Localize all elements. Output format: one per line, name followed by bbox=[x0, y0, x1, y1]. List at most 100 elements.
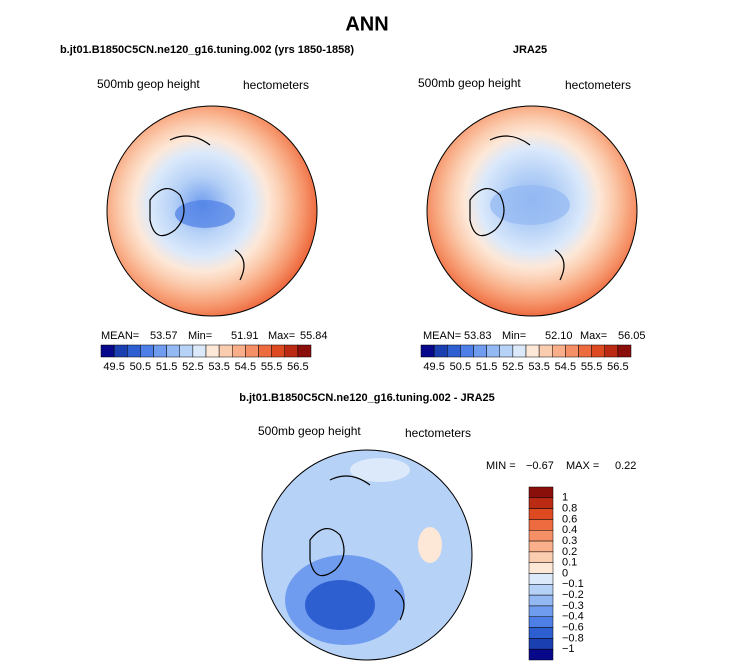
colorbar-swatch bbox=[258, 344, 272, 358]
colorbar-label: 51.5 bbox=[476, 361, 497, 373]
colorbar-label: 51.5 bbox=[156, 361, 177, 373]
colorbar-label: 56.5 bbox=[287, 361, 308, 373]
colorbar-swatch bbox=[528, 508, 554, 520]
colorbar-label: 52.5 bbox=[182, 361, 203, 373]
colorbar-swatch bbox=[528, 616, 554, 628]
colorbar-label: −0.6 bbox=[562, 621, 584, 633]
colorbar-label: −0.1 bbox=[562, 578, 584, 590]
colorbar-swatch bbox=[552, 344, 566, 358]
colorbar-swatch bbox=[297, 344, 312, 358]
colorbar-swatch bbox=[578, 344, 592, 358]
stat-value: −0.67 bbox=[526, 460, 554, 472]
stat-value: 51.91 bbox=[231, 330, 259, 342]
colorbar-swatch bbox=[284, 344, 299, 358]
colorbar-swatch bbox=[528, 573, 554, 585]
colorbar-swatch bbox=[591, 344, 605, 358]
colorbar-swatch bbox=[166, 344, 180, 358]
colorbar-label: 0.3 bbox=[562, 535, 577, 547]
colorbar-swatch bbox=[127, 344, 141, 358]
colorbar-swatch bbox=[271, 344, 285, 358]
coastline bbox=[309, 475, 405, 621]
field-label: 500mb geop height bbox=[418, 76, 521, 90]
stat-label: Max= bbox=[580, 330, 607, 342]
units-label: hectometers bbox=[405, 426, 471, 440]
colorbar-swatch bbox=[179, 344, 194, 358]
colorbar-swatch bbox=[499, 344, 514, 358]
colorbar-swatch bbox=[525, 344, 540, 358]
colorbar-swatch bbox=[604, 344, 619, 358]
stat-label: Min= bbox=[502, 330, 526, 342]
anomaly bbox=[305, 580, 375, 630]
colorbar-label: 49.5 bbox=[103, 361, 124, 373]
anomaly bbox=[350, 458, 410, 482]
colorbar-label: 53.5 bbox=[208, 361, 229, 373]
stat-value: 55.84 bbox=[300, 330, 328, 342]
stat-label: Max= bbox=[268, 330, 295, 342]
colorbar-label: 54.5 bbox=[555, 361, 576, 373]
colorbar-label: 49.5 bbox=[423, 361, 444, 373]
colorbar-label: 56.5 bbox=[607, 361, 628, 373]
colorbar-label: 0.8 bbox=[562, 503, 577, 515]
coastline bbox=[149, 135, 245, 281]
colorbar-swatch bbox=[232, 344, 246, 358]
colorbar-label: −1 bbox=[562, 643, 575, 655]
colorbar-swatch bbox=[100, 344, 115, 358]
panel-title: JRA25 bbox=[513, 44, 547, 56]
colorbar-label: 0 bbox=[562, 567, 568, 579]
field-label: 500mb geop height bbox=[97, 77, 200, 91]
colorbar-label: 53.5 bbox=[528, 361, 549, 373]
stat-label: MIN = bbox=[486, 460, 516, 472]
colorbar-swatch bbox=[528, 648, 554, 661]
colorbar-swatch bbox=[528, 530, 554, 542]
low-center bbox=[175, 200, 235, 228]
colorbar-swatch bbox=[512, 344, 527, 358]
colorbar-swatch bbox=[528, 627, 554, 639]
anomaly bbox=[418, 527, 442, 563]
stat-value: 53.83 bbox=[464, 330, 492, 342]
colorbar-label: 1 bbox=[562, 492, 568, 504]
stat-label: Min= bbox=[188, 330, 212, 342]
colorbar-label: 50.5 bbox=[450, 361, 471, 373]
colorbar-swatch bbox=[113, 344, 128, 358]
colorbar-label: 0.1 bbox=[562, 557, 577, 569]
colorbar-swatch bbox=[486, 344, 500, 358]
colorbar-label: −0.4 bbox=[562, 611, 584, 623]
colorbar-label: 0.4 bbox=[562, 524, 577, 536]
stat-label: MEAN= bbox=[101, 330, 139, 342]
units-label: hectometers bbox=[565, 78, 631, 92]
colorbar-label: −0.3 bbox=[562, 600, 584, 612]
stat-value: 56.05 bbox=[618, 330, 646, 342]
colorbar-swatch bbox=[528, 497, 554, 509]
colorbar-label: 52.5 bbox=[502, 361, 523, 373]
units-label: hectometers bbox=[243, 78, 309, 92]
panel-title: b.jt01.B1850C5CN.ne120_g16.tuning.002 - … bbox=[239, 392, 495, 404]
colorbar-swatch bbox=[528, 562, 554, 574]
figure-title: ANN bbox=[345, 13, 388, 35]
colorbar-swatch bbox=[218, 344, 233, 358]
stat-value: 0.22 bbox=[615, 460, 636, 472]
colorbar-swatch bbox=[473, 344, 487, 358]
colorbar-swatch bbox=[447, 344, 461, 358]
colorbar-swatch bbox=[528, 519, 554, 531]
colorbar-swatch bbox=[617, 344, 632, 358]
colorbar-swatch bbox=[433, 344, 448, 358]
colorbar-label: 50.5 bbox=[130, 361, 151, 373]
colorbar-swatch bbox=[528, 594, 554, 607]
coastline bbox=[469, 135, 565, 281]
colorbar-swatch bbox=[528, 638, 554, 650]
field-label: 500mb geop height bbox=[258, 424, 361, 438]
stat-value: 52.10 bbox=[545, 330, 573, 342]
colorbar-swatch bbox=[528, 486, 554, 499]
colorbar-swatch bbox=[528, 551, 554, 563]
stat-label: MEAN= bbox=[423, 330, 461, 342]
colorbar-swatch bbox=[140, 344, 154, 358]
colorbar-swatch bbox=[528, 584, 554, 596]
colorbar-label: −0.8 bbox=[562, 632, 584, 644]
colorbar-swatch bbox=[538, 344, 553, 358]
colorbar-swatch bbox=[420, 344, 435, 358]
colorbar-swatch bbox=[153, 344, 167, 358]
colorbar-label: 54.5 bbox=[235, 361, 256, 373]
colorbar-label: 0.6 bbox=[562, 513, 577, 525]
stat-label: MAX = bbox=[566, 460, 599, 472]
stat-value: 53.57 bbox=[150, 330, 178, 342]
